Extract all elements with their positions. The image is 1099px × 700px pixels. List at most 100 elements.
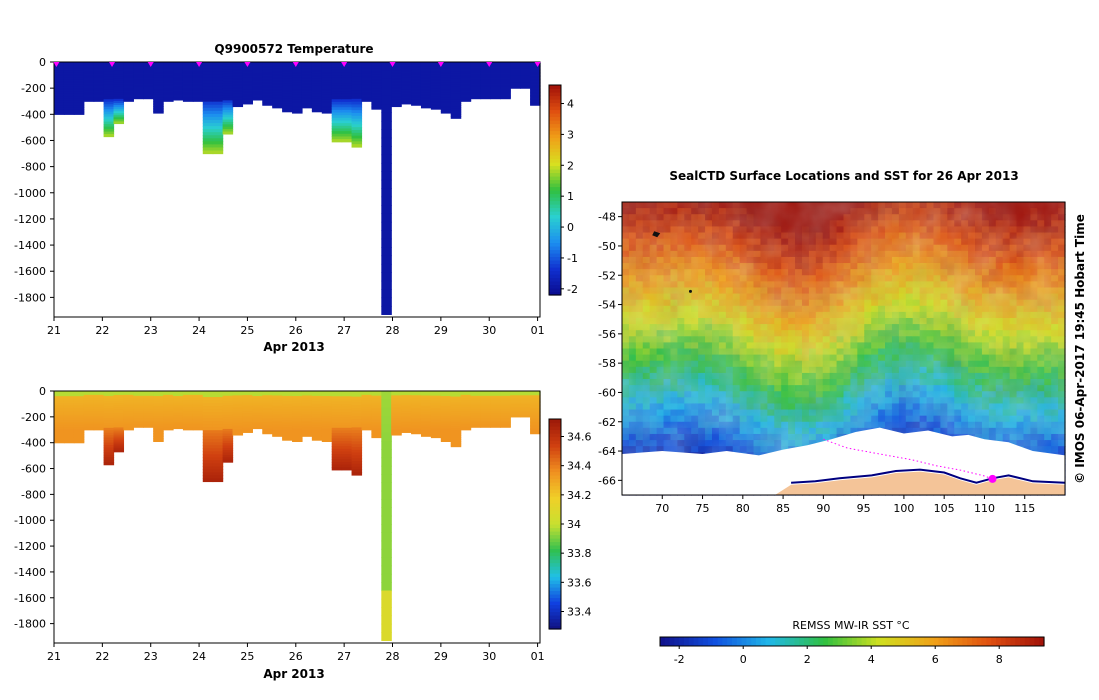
section-cell [163,394,174,397]
section-cell [311,103,323,106]
section-cell [212,442,224,446]
section-cell [292,391,303,394]
section-cell [411,73,422,76]
section-cell [123,400,134,402]
section-cell [331,75,343,79]
section-cell [510,74,521,76]
section-cell [311,399,323,402]
section-cell [54,430,65,433]
section-cell [351,104,363,108]
section-cell [123,397,134,400]
section-cell [103,66,115,71]
section-cell [83,396,95,399]
section-cell [292,411,303,414]
section-cell [103,71,115,76]
section-cell [351,463,363,468]
section-cell [202,77,214,81]
section-cell [73,399,85,402]
section-cell [173,98,184,101]
section-cell [272,92,283,95]
section-cell [113,121,125,125]
section-cell [460,82,472,85]
section-cell [420,404,432,407]
section-cell [520,394,531,396]
section-cell [63,68,75,72]
section-cell [73,112,85,115]
section-cell [331,425,343,429]
section-cell [292,111,303,114]
section-cell [411,429,422,432]
section-cell [292,104,303,107]
section-cell [411,86,422,89]
section-cell [341,67,353,71]
section-cell [490,412,501,415]
section-cell [73,91,85,94]
section-cell [282,435,293,438]
section-cell [331,136,343,140]
section-cell [163,69,174,72]
section-cell [520,74,531,76]
section-cell [163,405,174,408]
section-cell [341,417,353,421]
section-cell [341,80,353,84]
section-cell [430,83,442,87]
section-cell [242,98,253,101]
section-cell [470,425,482,428]
section-cell [490,82,501,85]
section-cell [450,422,462,425]
section-cell [361,75,372,77]
section-cell [163,88,174,91]
section-cell [262,69,273,72]
section-cell [361,68,372,71]
section-cell [311,80,323,83]
section-cell [460,68,472,71]
section-cell [222,107,234,111]
section-cell [301,431,313,434]
section-cell [460,94,472,97]
section-cell [460,69,472,72]
section-cell [361,391,372,393]
section-cell [450,398,462,401]
section-cell [500,71,511,74]
section-cell [430,408,442,411]
section-cell [440,412,452,416]
section-cell [93,96,105,98]
section-cell [500,400,511,403]
section-cell [252,420,263,423]
section-cell [54,81,65,84]
section-cell [222,443,234,447]
section-cell [401,408,412,411]
section-cell [192,406,204,409]
section-cell [530,76,541,79]
section-cell [510,66,521,68]
section-cell [381,440,392,450]
section-cell [401,430,412,433]
section-cell [83,82,95,85]
section-cell [391,401,402,404]
section-cell [212,463,224,467]
section-cell [252,87,263,90]
section-cell [411,398,422,401]
section-cell [143,418,154,421]
section-cell [510,398,521,401]
colorbar-cell [549,267,561,272]
section-cell [351,405,363,409]
colorbar-cell [549,524,561,529]
section-cell [430,434,442,437]
section-cell [153,411,164,414]
section-cell [321,414,333,417]
section-cell [93,64,105,67]
section-cell [341,451,353,455]
section-cell [83,99,95,102]
section-cell [192,67,204,70]
section-cell [73,88,85,91]
section-cell [232,398,244,401]
section-cell [460,71,472,74]
section-cell [133,75,144,78]
section-cell [440,419,452,422]
section-cell [301,418,313,421]
section-cell [401,68,412,71]
x-tick-label: 21 [47,324,61,337]
section-cell [490,418,501,421]
section-cell [83,88,95,91]
